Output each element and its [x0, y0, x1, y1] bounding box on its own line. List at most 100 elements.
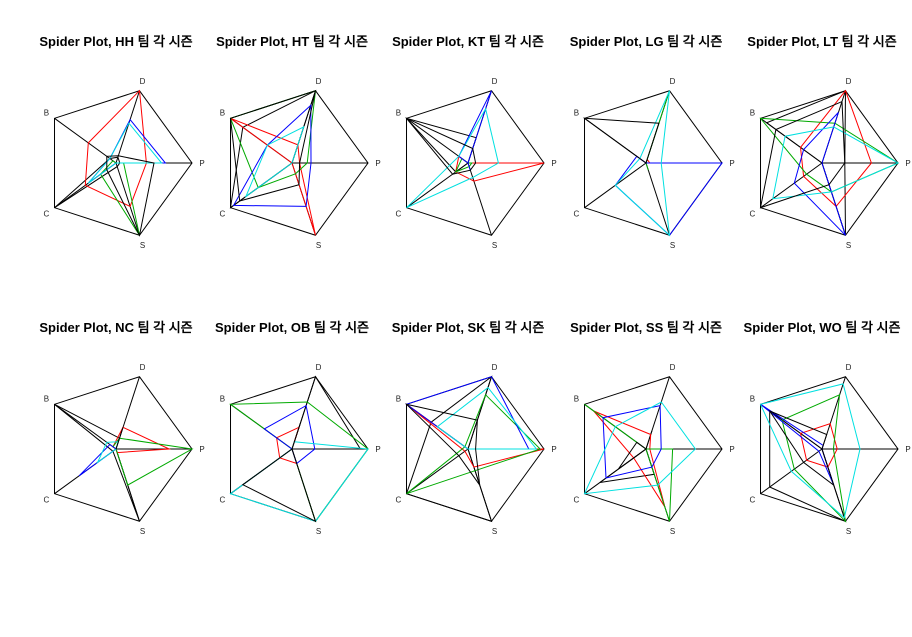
radar-frame	[760, 376, 899, 522]
axis-label: S	[140, 241, 145, 250]
axis-label: C	[750, 496, 756, 505]
spider-panel: Spider Plot, LT 팀 각 시즌 D P S C B	[747, 34, 910, 250]
radar-frame	[54, 376, 193, 522]
radar-series-line	[230, 375, 362, 495]
axis-label: D	[140, 77, 146, 86]
radar-spoke	[645, 162, 670, 236]
radar-series-line	[645, 90, 670, 171]
radar-frame	[54, 90, 193, 236]
spider-panel: Spider Plot, HT 팀 각 시즌 D P S C B	[216, 34, 381, 250]
radar-series-line	[229, 441, 369, 522]
spider-panel: Spider Plot, SS 팀 각 시즌 D P S C B	[570, 320, 735, 536]
panel-title: Spider Plot, NC 팀 각 시즌	[39, 320, 192, 335]
axis-label: B	[750, 394, 755, 403]
axis-label: B	[396, 108, 401, 117]
radar-series-line	[404, 403, 481, 486]
radar-series-line	[781, 393, 847, 523]
radar-series-line	[241, 423, 317, 523]
axis-label: P	[905, 445, 910, 454]
radar-series-line	[799, 423, 838, 468]
radar-series-line	[406, 117, 477, 175]
radar-series-line	[614, 90, 671, 237]
radar-frame	[584, 90, 723, 236]
axis-label: S	[846, 527, 851, 536]
radar-series-line	[769, 410, 847, 523]
radar-series-line	[229, 89, 317, 202]
axis-label: B	[44, 394, 49, 403]
axis-label: B	[574, 394, 579, 403]
radar-series-line	[582, 117, 660, 164]
radar-series-line	[115, 427, 124, 450]
radar-series-line	[232, 104, 312, 207]
radar-spoke	[406, 448, 469, 495]
axis-label: C	[396, 496, 402, 505]
axis-label: D	[316, 77, 322, 86]
axis-label: D	[670, 363, 676, 372]
axis-label: S	[670, 241, 675, 250]
axis-label: C	[574, 210, 580, 219]
axis-label: P	[729, 445, 734, 454]
axis-label: C	[220, 210, 226, 219]
axis-label: P	[199, 159, 204, 168]
axis-label: C	[44, 496, 50, 505]
radar-series-line	[244, 125, 305, 198]
radar-spoke	[54, 117, 117, 164]
axis-label: D	[316, 363, 322, 372]
axis-label: D	[846, 77, 852, 86]
radar-spoke	[115, 90, 140, 164]
axis-label: D	[670, 77, 676, 86]
spider-panel: Spider Plot, NC 팀 각 시즌 D P S C B	[39, 320, 204, 536]
radar-series-line	[405, 375, 493, 523]
spider-panel: Spider Plot, HH 팀 각 시즌 D P S C B	[39, 34, 204, 250]
radar-frame	[760, 90, 899, 236]
radar-series-line	[406, 107, 499, 209]
panel-title: Spider Plot, KT 팀 각 시즌	[392, 34, 544, 49]
radar-spoke	[760, 162, 823, 209]
radar-series-line	[617, 441, 647, 470]
radar-series-line	[405, 376, 530, 450]
radar-series-line	[96, 441, 119, 464]
axis-label: B	[574, 108, 579, 117]
radar-series-line	[230, 117, 316, 236]
axis-label: P	[551, 445, 556, 454]
radar-series-line	[406, 403, 545, 468]
radar-series-line	[584, 403, 674, 522]
panel-title: Spider Plot, HT 팀 각 시즌	[216, 34, 368, 49]
radar-series-line	[458, 90, 492, 171]
spider-panel: Spider Plot, SK 팀 각 시즌 D P S C B	[392, 320, 557, 536]
radar-series-line	[759, 117, 900, 193]
panel-title: Spider Plot, HH 팀 각 시즌	[39, 34, 192, 49]
radar-spoke	[54, 403, 117, 450]
axis-label: B	[396, 394, 401, 403]
radar-series-line	[406, 393, 542, 495]
radar-series-line	[759, 100, 846, 209]
axis-label: C	[750, 210, 756, 219]
panel-title: Spider Plot, LT 팀 각 시즌	[747, 34, 896, 49]
panel-title: Spider Plot, SS 팀 각 시즌	[570, 320, 722, 335]
panel-title: Spider Plot, WO 팀 각 시즌	[744, 320, 901, 335]
radar-spoke	[115, 162, 140, 236]
axis-label: B	[220, 108, 225, 117]
radar-series-line	[87, 122, 163, 184]
radar-series-line	[768, 409, 835, 487]
axis-label: P	[729, 159, 734, 168]
radar-series-line	[54, 156, 121, 209]
axis-label: B	[220, 394, 225, 403]
radar-series-line	[112, 437, 194, 486]
axis-label: P	[551, 159, 556, 168]
axis-label: S	[846, 241, 851, 250]
axis-label: D	[492, 77, 498, 86]
radar-series-line	[599, 430, 655, 483]
panel-title: Spider Plot, SK 팀 각 시즌	[392, 320, 545, 335]
axis-label: S	[316, 241, 321, 250]
radar-series-line	[229, 89, 317, 189]
panel-title: Spider Plot, LG 팀 각 시즌	[570, 34, 723, 49]
radar-series-line	[593, 410, 666, 508]
axis-label: S	[492, 527, 497, 536]
axis-label: P	[199, 445, 204, 454]
axis-label: S	[140, 527, 145, 536]
axis-label: P	[375, 159, 380, 168]
panel-title: Spider Plot, OB 팀 각 시즌	[215, 320, 369, 335]
axis-label: S	[316, 527, 321, 536]
